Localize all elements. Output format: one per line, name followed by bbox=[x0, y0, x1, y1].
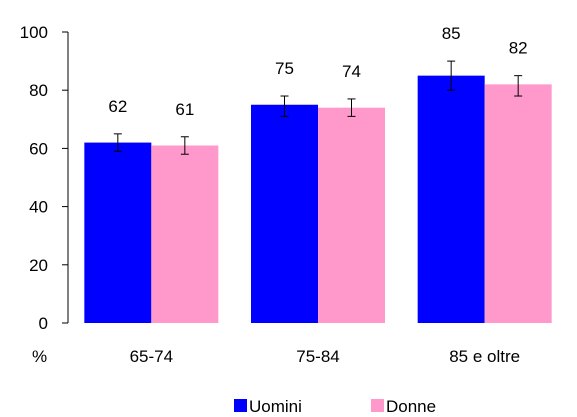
chart-data-labels: 62 61 75 74 85 82 bbox=[108, 24, 527, 119]
chart-bars bbox=[84, 75, 552, 324]
data-label: 75 bbox=[275, 59, 294, 78]
chart-axes: 0 20 40 60 80 100% 65-74 75-84 85 e oltre bbox=[20, 23, 520, 366]
x-tick-label: 65-74 bbox=[130, 347, 173, 366]
data-label: 62 bbox=[108, 97, 127, 116]
x-tick-label: 85 e oltre bbox=[449, 347, 520, 366]
bar-donne-1 bbox=[151, 145, 219, 323]
bar-donne-2 bbox=[318, 107, 385, 323]
y-tick-label: 60 bbox=[29, 139, 48, 158]
y-tick-label: 40 bbox=[29, 198, 48, 217]
bar-uomini-1 bbox=[84, 142, 152, 323]
chart-legend: Uomini Donne bbox=[234, 397, 436, 416]
y-tick-label: 100 bbox=[20, 23, 48, 42]
chart-error-bars bbox=[113, 60, 523, 155]
bar-uomini-3 bbox=[417, 75, 485, 324]
legend-swatch-donne bbox=[371, 399, 384, 412]
bar-uomini-2 bbox=[251, 104, 318, 323]
data-label: 82 bbox=[509, 39, 528, 58]
data-label: 85 bbox=[442, 24, 461, 43]
legend-swatch-uomini bbox=[234, 399, 247, 412]
y-axis-label: % bbox=[32, 347, 47, 366]
bar-donne-3 bbox=[484, 84, 552, 323]
y-tick-label: 20 bbox=[29, 256, 48, 275]
data-label: 61 bbox=[175, 100, 194, 119]
data-label: 74 bbox=[342, 62, 361, 81]
y-tick-label: 80 bbox=[29, 81, 48, 100]
x-tick-label: 75-84 bbox=[296, 347, 339, 366]
y-tick-label: 0 bbox=[39, 314, 48, 333]
legend-label-uomini: Uomini bbox=[249, 397, 302, 416]
legend-label-donne: Donne bbox=[386, 397, 436, 416]
